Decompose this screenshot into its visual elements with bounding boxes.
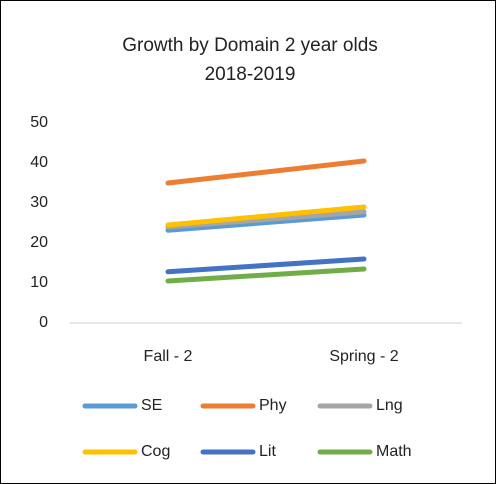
series-line: [165, 158, 367, 186]
y-tick-label: 10: [30, 274, 48, 291]
series-line: [165, 256, 367, 275]
legend-label: SE: [141, 397, 162, 414]
legend-label: Cog: [141, 443, 170, 460]
series-line: [165, 212, 367, 233]
x-tick-label: Fall - 2: [144, 348, 193, 365]
legend-label: Lit: [259, 443, 276, 460]
series-line: [165, 204, 367, 228]
y-tick-label: 40: [30, 154, 48, 171]
y-tick-label: 50: [30, 114, 48, 131]
y-tick-label: 0: [39, 314, 48, 331]
series-line: [165, 266, 367, 284]
chart-subtitle: 2018-2019: [205, 64, 296, 85]
legend-label: Phy: [259, 397, 287, 414]
y-tick-label: 30: [30, 194, 48, 211]
legend-label: Lng: [376, 397, 403, 414]
y-tick-label: 20: [30, 234, 48, 251]
legend-label: Math: [376, 443, 412, 460]
chart-title: Growth by Domain 2 year olds: [122, 35, 378, 56]
x-tick-label: Spring - 2: [329, 348, 398, 365]
